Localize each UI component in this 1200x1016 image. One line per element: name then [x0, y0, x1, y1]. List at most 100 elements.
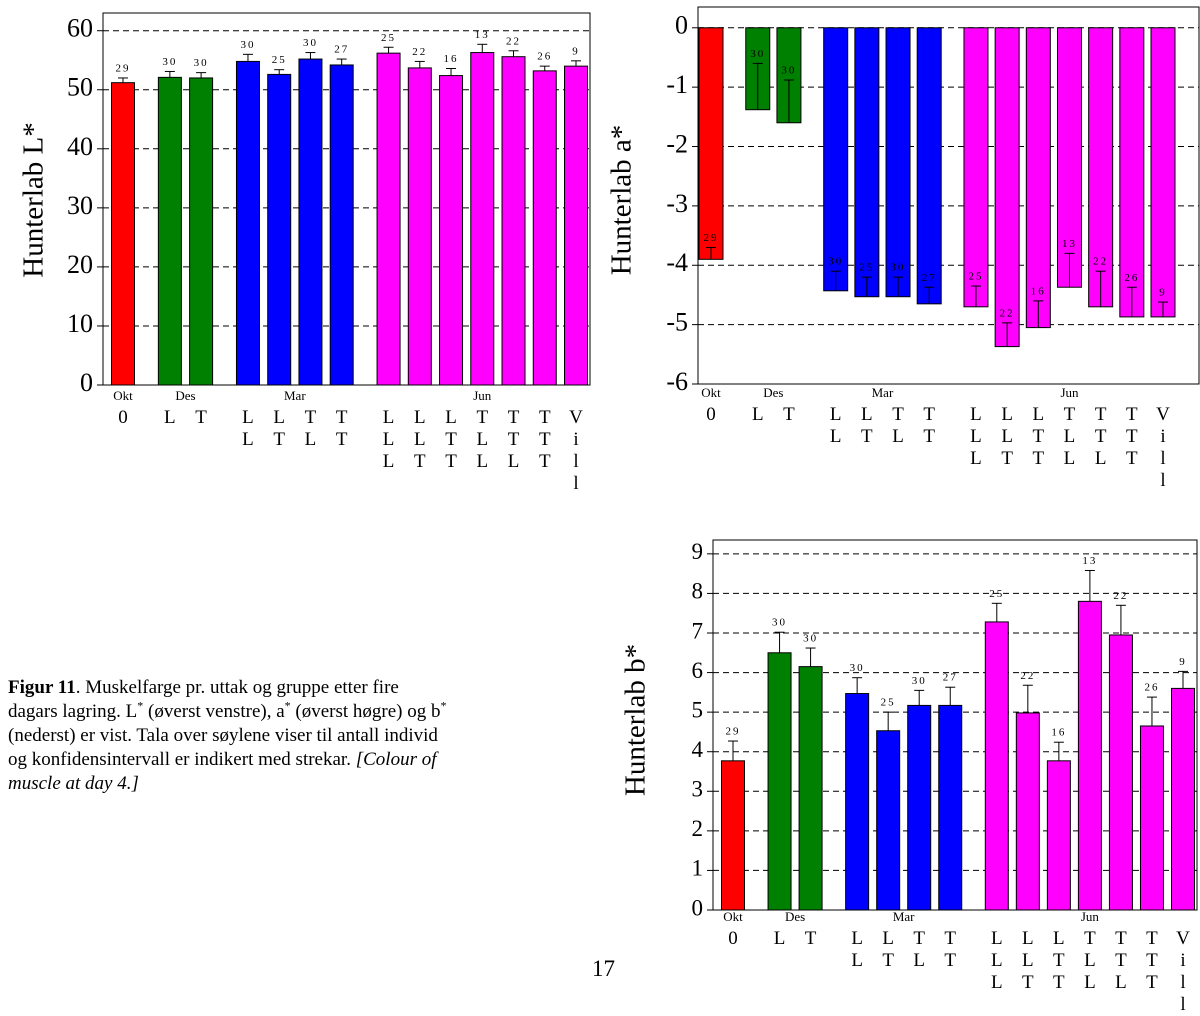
count-label: 30 — [850, 662, 865, 674]
x-tick-char: T — [805, 928, 817, 949]
x-tick-char: T — [1115, 928, 1127, 949]
count-label: 26 — [537, 51, 552, 63]
x-tick-char: V — [1176, 928, 1190, 949]
x-tick-label: T — [805, 928, 817, 949]
y-tick-label: 0 — [692, 895, 704, 920]
caption-label: Figur 11 — [8, 677, 76, 698]
group-label: Des — [175, 388, 195, 403]
y-tick-label: -2 — [666, 129, 688, 158]
count-label: 13 — [475, 29, 490, 41]
bar — [984, 621, 1009, 911]
y-tick-label: -6 — [666, 367, 688, 396]
x-tick-char: L — [991, 950, 1003, 971]
x-tick-char: T — [944, 928, 956, 949]
plot-frame — [697, 6, 1200, 385]
x-tick-char: T — [336, 429, 348, 450]
x-tick-char: L — [991, 972, 1003, 993]
y-tick-label: 4 — [692, 737, 704, 762]
x-tick-char: L — [1022, 950, 1034, 971]
count-label: 25 — [968, 271, 983, 283]
x-tick-char: T — [508, 407, 520, 428]
x-tick-char: T — [539, 451, 551, 472]
count-label: 29 — [704, 232, 719, 244]
x-tick-char: L — [508, 451, 520, 472]
count-label: 9 — [1179, 656, 1187, 668]
y-tick-label: 30 — [67, 191, 93, 220]
caption-text: (øverst høgre) og b — [290, 701, 441, 722]
x-tick-char: L — [445, 407, 457, 428]
count-label: 13 — [1062, 238, 1077, 250]
x-tick-char: T — [783, 404, 795, 425]
count-label: 30 — [828, 256, 843, 268]
x-tick-char: L — [752, 404, 764, 425]
x-tick-label: L — [774, 928, 786, 949]
count-label: 25 — [272, 54, 287, 66]
bar — [470, 52, 495, 386]
x-tick-char: L — [242, 407, 254, 428]
count-label: 16 — [1031, 285, 1046, 297]
y-tick-label: -5 — [666, 308, 688, 337]
bar — [1119, 27, 1145, 318]
x-tick-char: L — [273, 407, 285, 428]
x-tick-char: L — [1115, 972, 1127, 993]
y-tick-label: -3 — [666, 189, 688, 218]
group-label: Jun — [1060, 385, 1079, 400]
x-tick-char: T — [1126, 404, 1138, 425]
y-tick-label: 60 — [67, 14, 93, 43]
y-tick-label: 9 — [692, 539, 704, 564]
y-tick-label: 10 — [67, 309, 93, 338]
count-label: 26 — [1144, 682, 1159, 694]
count-label: 22 — [412, 46, 427, 58]
x-tick-char: T — [1084, 928, 1096, 949]
x-tick-char: V — [569, 407, 583, 428]
bar — [1015, 712, 1040, 911]
x-tick-char: l — [573, 451, 578, 472]
count-label: 25 — [881, 697, 896, 709]
x-tick-char: i — [1180, 950, 1185, 971]
bar — [1171, 687, 1195, 911]
y-tick-label: 40 — [67, 132, 93, 161]
bar — [564, 65, 588, 386]
caption-text: * — [137, 698, 144, 713]
x-tick-char: l — [1160, 448, 1165, 469]
y-tick-label: -1 — [666, 70, 688, 99]
x-tick-char: T — [195, 407, 207, 428]
caption-text: (øverst venstre), a — [143, 701, 285, 722]
bar — [823, 27, 849, 292]
y-tick-label: 8 — [692, 579, 704, 604]
bar — [1139, 725, 1164, 911]
count-label: 30 — [772, 617, 787, 629]
bar — [854, 27, 880, 298]
x-tick-char: T — [1146, 928, 1158, 949]
count-label: 9 — [572, 45, 580, 57]
bar — [501, 56, 526, 386]
x-tick-label: 0 — [118, 407, 128, 428]
y-tick-label: 7 — [692, 618, 704, 643]
bar — [157, 76, 182, 386]
x-tick-label: 0 — [706, 404, 716, 425]
count-label: 22 — [506, 35, 521, 47]
bar — [376, 52, 401, 386]
x-tick-char: T — [336, 407, 348, 428]
y-tick-label: 0 — [675, 11, 688, 40]
x-tick-char: L — [1001, 426, 1013, 447]
bar — [907, 704, 932, 911]
figure-caption: Figur 11. Muskelfarge pr. uttak og grupp… — [8, 676, 448, 796]
group-label: Mar — [284, 388, 306, 403]
x-tick-char: L — [242, 429, 254, 450]
group-label: Mar — [893, 909, 915, 924]
